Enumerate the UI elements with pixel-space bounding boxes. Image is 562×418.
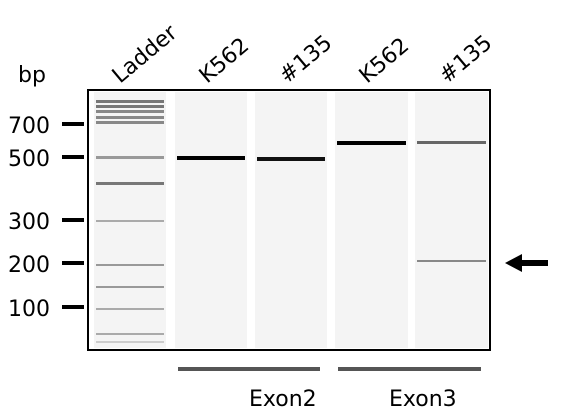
marker-label: 100 (8, 297, 50, 322)
band (417, 260, 486, 262)
lane (175, 92, 247, 348)
lane-label: K562 (355, 33, 414, 88)
lane-label: #135 (435, 31, 497, 89)
band (177, 156, 245, 160)
lane-label: K562 (195, 33, 254, 88)
group-label: Exon2 (249, 387, 317, 412)
marker-label: 500 (8, 147, 50, 172)
arrow (505, 254, 548, 272)
gel (88, 90, 490, 350)
lane (255, 92, 327, 348)
band (337, 141, 406, 145)
gel-figure: bp Ladder K562 #135 K562 #135 700 500 30… (0, 0, 562, 418)
size-markers: 700 500 300 200 100 (8, 114, 84, 322)
marker-label: 700 (8, 114, 50, 139)
lane-label: Ladder (108, 20, 183, 89)
marker-ticks (62, 124, 84, 307)
unit-label: bp (18, 63, 46, 88)
lane (335, 92, 408, 348)
lane (415, 92, 488, 348)
group-label: Exon3 (389, 387, 457, 412)
lane-label: #135 (275, 31, 337, 89)
marker-label: 300 (8, 210, 50, 235)
marker-label: 200 (8, 253, 50, 278)
band (257, 157, 325, 161)
band (417, 141, 486, 144)
